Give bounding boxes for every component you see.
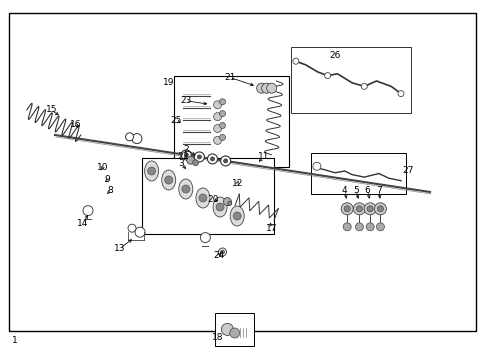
Circle shape <box>220 156 230 166</box>
Text: 26: 26 <box>328 51 340 60</box>
Circle shape <box>397 91 403 96</box>
Circle shape <box>210 157 214 161</box>
Circle shape <box>233 212 241 220</box>
Circle shape <box>220 250 224 254</box>
Text: 27: 27 <box>402 166 413 175</box>
Text: 12: 12 <box>231 179 243 188</box>
Circle shape <box>292 58 298 64</box>
Ellipse shape <box>230 206 244 226</box>
Circle shape <box>356 206 362 212</box>
Ellipse shape <box>144 161 158 181</box>
Text: 18: 18 <box>211 333 223 342</box>
Circle shape <box>377 206 383 212</box>
Text: 21: 21 <box>224 73 235 82</box>
Text: 23: 23 <box>180 96 191 105</box>
Circle shape <box>223 198 231 206</box>
Text: 5: 5 <box>352 186 358 195</box>
Text: 6: 6 <box>364 186 370 195</box>
Circle shape <box>164 176 172 184</box>
Circle shape <box>200 233 210 243</box>
Text: 24: 24 <box>213 251 224 260</box>
Bar <box>142 158 273 234</box>
Text: 20: 20 <box>206 195 218 204</box>
Ellipse shape <box>213 197 226 217</box>
Circle shape <box>361 84 366 89</box>
Text: 9: 9 <box>104 175 110 184</box>
Circle shape <box>194 152 204 162</box>
Circle shape <box>219 99 225 105</box>
Circle shape <box>219 134 225 140</box>
Circle shape <box>125 133 133 141</box>
Text: 13: 13 <box>114 244 125 253</box>
Circle shape <box>219 122 225 129</box>
Text: 17: 17 <box>265 224 277 233</box>
Circle shape <box>221 323 233 336</box>
Circle shape <box>266 83 276 93</box>
Circle shape <box>355 223 363 231</box>
Circle shape <box>128 224 136 232</box>
Circle shape <box>135 227 145 237</box>
Bar <box>9 13 475 331</box>
Circle shape <box>256 83 266 93</box>
Circle shape <box>366 206 372 212</box>
Circle shape <box>223 159 227 163</box>
Circle shape <box>324 73 330 78</box>
Text: 15: 15 <box>45 105 57 114</box>
Circle shape <box>207 154 217 164</box>
Circle shape <box>132 134 142 144</box>
Circle shape <box>182 185 189 193</box>
Text: 16: 16 <box>70 120 81 129</box>
Ellipse shape <box>162 170 175 190</box>
Circle shape <box>186 156 194 164</box>
Text: 25: 25 <box>170 116 182 125</box>
Text: 4: 4 <box>341 186 347 195</box>
Circle shape <box>366 223 373 231</box>
Bar <box>215 313 254 346</box>
Text: 7: 7 <box>375 186 381 195</box>
Circle shape <box>199 194 206 202</box>
Circle shape <box>364 203 375 215</box>
Circle shape <box>213 113 221 121</box>
Circle shape <box>219 111 225 117</box>
Ellipse shape <box>179 179 192 199</box>
Circle shape <box>213 136 221 144</box>
Circle shape <box>227 201 231 206</box>
Circle shape <box>83 206 93 216</box>
Ellipse shape <box>196 188 209 208</box>
Text: 10: 10 <box>97 163 108 172</box>
Circle shape <box>213 125 221 132</box>
Circle shape <box>353 203 365 215</box>
Circle shape <box>181 150 191 160</box>
Bar <box>310 153 405 194</box>
Text: 19: 19 <box>163 78 174 87</box>
Circle shape <box>344 206 349 212</box>
Text: 22: 22 <box>177 152 189 161</box>
Bar <box>290 47 410 113</box>
Text: 11: 11 <box>258 152 269 161</box>
Bar <box>173 76 288 167</box>
Circle shape <box>343 223 350 231</box>
Circle shape <box>218 248 226 256</box>
Text: 2: 2 <box>183 145 188 154</box>
Circle shape <box>184 153 188 157</box>
Circle shape <box>312 162 320 170</box>
Text: 3: 3 <box>178 159 183 168</box>
Text: 14: 14 <box>77 219 89 228</box>
Circle shape <box>376 223 384 231</box>
Circle shape <box>341 203 352 215</box>
Circle shape <box>147 167 155 175</box>
Circle shape <box>192 160 198 166</box>
Text: 1: 1 <box>12 336 18 345</box>
Circle shape <box>229 328 239 338</box>
Circle shape <box>261 83 271 93</box>
Circle shape <box>213 101 221 109</box>
Circle shape <box>374 203 386 215</box>
Circle shape <box>216 203 224 211</box>
Text: 8: 8 <box>107 186 113 195</box>
Circle shape <box>197 155 201 159</box>
